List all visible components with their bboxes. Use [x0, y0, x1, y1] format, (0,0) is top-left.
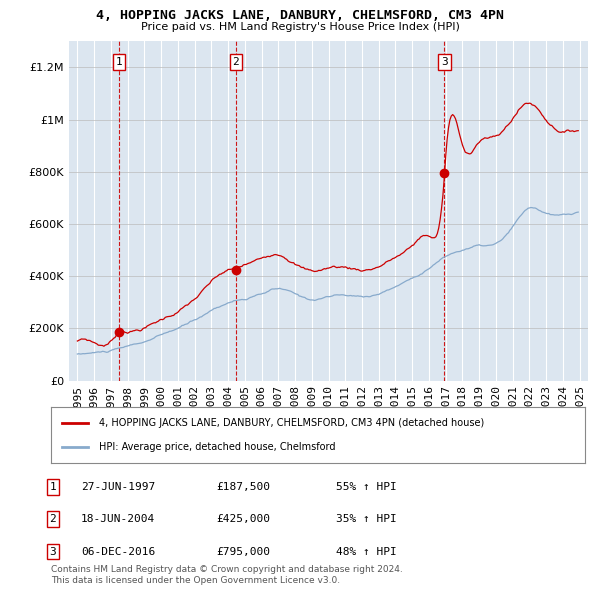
Text: £795,000: £795,000 [216, 547, 270, 556]
Text: 27-JUN-1997: 27-JUN-1997 [81, 482, 155, 491]
Text: Contains HM Land Registry data © Crown copyright and database right 2024.: Contains HM Land Registry data © Crown c… [51, 565, 403, 574]
Text: 2: 2 [49, 514, 56, 524]
Text: Price paid vs. HM Land Registry's House Price Index (HPI): Price paid vs. HM Land Registry's House … [140, 22, 460, 32]
Text: This data is licensed under the Open Government Licence v3.0.: This data is licensed under the Open Gov… [51, 576, 340, 585]
Text: 1: 1 [116, 57, 122, 67]
Text: 3: 3 [49, 547, 56, 556]
Text: £425,000: £425,000 [216, 514, 270, 524]
Text: 4, HOPPING JACKS LANE, DANBURY, CHELMSFORD, CM3 4PN (detached house): 4, HOPPING JACKS LANE, DANBURY, CHELMSFO… [99, 418, 484, 428]
Text: 55% ↑ HPI: 55% ↑ HPI [336, 482, 397, 491]
Text: £187,500: £187,500 [216, 482, 270, 491]
Text: 18-JUN-2004: 18-JUN-2004 [81, 514, 155, 524]
Text: 48% ↑ HPI: 48% ↑ HPI [336, 547, 397, 556]
Text: 1: 1 [49, 482, 56, 491]
Text: 06-DEC-2016: 06-DEC-2016 [81, 547, 155, 556]
Text: 35% ↑ HPI: 35% ↑ HPI [336, 514, 397, 524]
Text: HPI: Average price, detached house, Chelmsford: HPI: Average price, detached house, Chel… [99, 442, 335, 453]
Text: 4, HOPPING JACKS LANE, DANBURY, CHELMSFORD, CM3 4PN: 4, HOPPING JACKS LANE, DANBURY, CHELMSFO… [96, 9, 504, 22]
Text: 3: 3 [441, 57, 448, 67]
Text: 2: 2 [232, 57, 239, 67]
